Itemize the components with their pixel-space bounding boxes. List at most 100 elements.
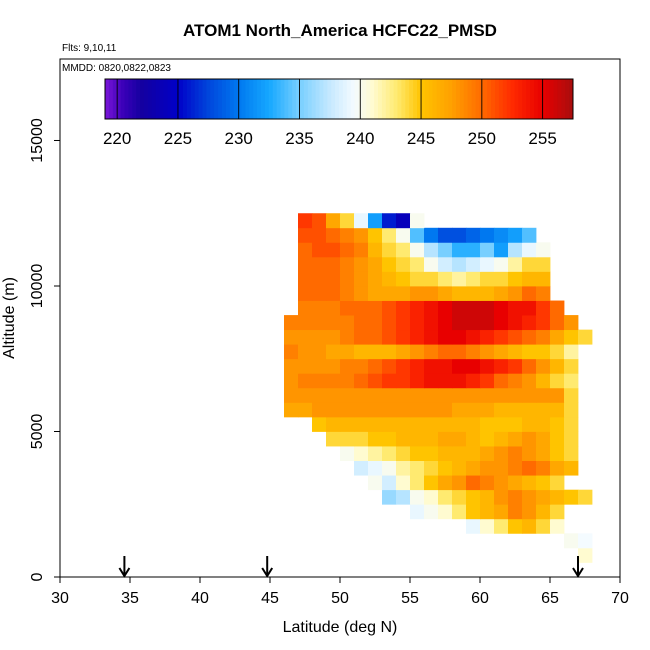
heatmap-cell xyxy=(522,460,537,476)
heatmap-cell xyxy=(410,402,425,418)
heatmap-cell xyxy=(494,242,509,258)
colorbar-swatch xyxy=(514,79,519,119)
heatmap-cell xyxy=(424,446,439,461)
heatmap-cell xyxy=(438,489,453,505)
heatmap-cell xyxy=(564,533,579,549)
heatmap-cell xyxy=(354,358,369,374)
heatmap-cell xyxy=(354,242,369,258)
heatmap-cell xyxy=(298,256,313,272)
colorbar-swatch xyxy=(487,79,492,119)
heatmap-cell xyxy=(494,475,509,491)
heatmap-cell xyxy=(354,402,369,418)
heatmap-cell xyxy=(396,431,411,447)
colorbar-swatch xyxy=(553,79,558,119)
heatmap-cell xyxy=(410,271,425,287)
colorbar-swatch xyxy=(495,79,500,119)
heatmap-cell xyxy=(522,489,537,505)
heatmap-cell xyxy=(550,402,565,418)
heatmap-cell xyxy=(466,402,481,418)
heatmap-cell xyxy=(494,489,509,505)
heatmap-cell xyxy=(508,475,523,491)
heatmap-cell xyxy=(522,315,537,331)
colorbar-swatch xyxy=(346,79,352,119)
heatmap-cell xyxy=(368,431,383,447)
heatmap-cell xyxy=(452,358,467,374)
heatmap-cell xyxy=(466,460,481,476)
heatmap-cell xyxy=(424,285,439,301)
heatmap-cell xyxy=(382,256,397,272)
heatmap-cell xyxy=(424,402,439,418)
colorbar-swatch xyxy=(459,79,465,119)
heatmap-cell xyxy=(564,431,579,447)
colorbar-tick-label: 230 xyxy=(225,129,253,148)
heatmap-cell xyxy=(312,402,327,418)
flight-arrow-head xyxy=(572,567,584,578)
heatmap-cell xyxy=(298,402,313,418)
heatmap-cell xyxy=(536,285,551,301)
heatmap-cell xyxy=(284,344,299,360)
heatmap-cell xyxy=(494,271,509,287)
heatmap-cell xyxy=(494,504,509,520)
heatmap-cell xyxy=(410,285,425,301)
heatmap-cell xyxy=(382,213,397,229)
heatmap-cell xyxy=(564,446,579,461)
colorbar-swatch xyxy=(202,79,207,119)
heatmap-cell xyxy=(480,256,495,272)
heatmap-cell xyxy=(312,416,327,432)
heatmap-cell xyxy=(438,256,453,272)
heatmap-cell xyxy=(396,213,411,229)
heatmap-cell xyxy=(508,387,523,403)
heatmap-cell xyxy=(298,387,313,403)
heatmap-cell xyxy=(522,358,537,374)
heatmap-cell xyxy=(508,242,523,258)
heatmap-cell xyxy=(312,285,327,301)
heatmap-cell xyxy=(452,460,467,476)
colorbar-swatch xyxy=(397,79,402,119)
heatmap-cell xyxy=(354,460,369,476)
heatmap-cell xyxy=(298,242,313,258)
colorbar-swatch xyxy=(105,79,110,119)
heatmap-cell xyxy=(466,431,481,447)
colorbar-swatch xyxy=(393,79,398,119)
heatmap-cell xyxy=(284,315,299,331)
heatmap-cell xyxy=(452,387,467,403)
colorbar-swatch xyxy=(307,79,313,119)
colorbar-swatch xyxy=(366,79,371,119)
heatmap-cell xyxy=(564,460,579,476)
heatmap-cell xyxy=(466,446,481,461)
heatmap-cell xyxy=(410,213,425,229)
heatmap-cell xyxy=(480,242,495,258)
heatmap-cell xyxy=(536,489,551,505)
heatmap-cell xyxy=(480,271,495,287)
heatmap-cell xyxy=(410,358,425,374)
dates-label: MMDD: 0820,0822,0823 xyxy=(62,63,171,74)
heatmap-cell xyxy=(480,387,495,403)
heatmap-cell xyxy=(424,387,439,403)
heatmap-cell xyxy=(368,387,383,403)
colorbar-swatch xyxy=(350,79,356,119)
heatmap-cell xyxy=(438,402,453,418)
x-tick-label: 30 xyxy=(51,590,69,607)
colorbar-swatch xyxy=(378,79,383,119)
colorbar-swatch xyxy=(463,79,469,119)
colorbar-swatch xyxy=(569,79,574,119)
heatmap-cell xyxy=(452,373,467,389)
heatmap-cell xyxy=(298,300,313,316)
colorbar-swatch xyxy=(311,79,317,119)
heatmap-cell xyxy=(438,300,453,316)
heatmap-cell xyxy=(312,213,327,229)
heatmap-cell xyxy=(508,285,523,301)
heatmap-cell xyxy=(564,387,579,403)
heatmap-cell xyxy=(396,271,411,287)
colorbar-swatch xyxy=(124,79,129,119)
heatmap-cell xyxy=(480,504,495,520)
heatmap-cell xyxy=(354,256,369,272)
heatmap-cell xyxy=(340,256,355,272)
heatmap-cell xyxy=(326,227,341,243)
heatmap-cell xyxy=(298,358,313,374)
heatmap-cell xyxy=(382,460,397,476)
colorbar-swatch xyxy=(140,79,145,119)
heatmap-cell xyxy=(382,227,397,243)
heatmap-cell xyxy=(410,344,425,360)
